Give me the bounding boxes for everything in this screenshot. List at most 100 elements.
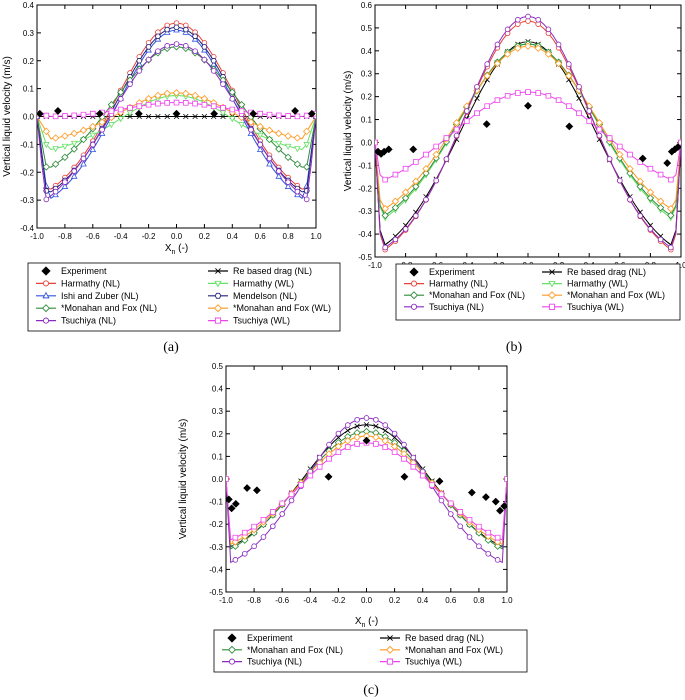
- series-point-tsuchiya_nl: [402, 226, 409, 232]
- y-tick-label: -0.3: [20, 196, 34, 205]
- series-point-monahan_fox_wl: [237, 113, 246, 122]
- series-point-re_based: [474, 95, 480, 102]
- legend-label: Tsuchiya (NL): [429, 302, 484, 312]
- series-point-tsuchiya_wl: [401, 456, 407, 462]
- series-point-tsuchiya_nl: [535, 16, 542, 23]
- series-point-tsuchiya_nl: [99, 126, 105, 133]
- series-point-tsuchiya_nl: [373, 417, 379, 423]
- experiment-point: [231, 499, 240, 508]
- series-point-tsuchiya_nl: [303, 196, 310, 203]
- y-tick-label: -0.2: [209, 520, 223, 529]
- x-tick-label: 0.6: [445, 596, 457, 605]
- legend-marker-tsuchiya_wl: [214, 317, 222, 324]
- legend-label: Ishi and Zuber (NL): [61, 291, 139, 301]
- series-point-tsuchiya_nl: [89, 141, 96, 148]
- series-point-ishi_zuber_nl: [89, 145, 97, 153]
- series-line-monahan_fox_nl: [375, 43, 681, 217]
- series-point-tsuchiya_nl: [173, 41, 180, 47]
- series-point-tsuchiya_wl: [466, 516, 473, 523]
- y-tick-label: -0.4: [209, 565, 223, 574]
- series-point-tsuchiya_nl: [344, 422, 351, 428]
- series-point-tsuchiya_wl: [627, 151, 633, 158]
- series-point-ishi_zuber_nl: [80, 160, 87, 167]
- series-point-monahan_fox_nl: [293, 160, 302, 168]
- legend-marker-monahan_fox_wl: [213, 304, 223, 313]
- series-point-tsuchiya_nl: [294, 188, 301, 195]
- series-point-mendelson_nl: [182, 26, 189, 33]
- x-tick-label: -0.2: [142, 232, 156, 241]
- series-point-tsuchiya_nl: [43, 196, 50, 203]
- series-point-monahan_fox_wl: [70, 129, 78, 138]
- series-point-tsuchiya_nl: [241, 551, 248, 557]
- legend-marker-harmathy_nl: [42, 280, 50, 287]
- series-point-tsuchiya_nl: [62, 179, 68, 185]
- chart-1: -0.4 -0.3 -0.2 -0.1 0.0 0.1 0.2 0.3 0.4 -1.0 -0.8 -…: [2, 1, 341, 355]
- series-point-tsuchiya_nl: [270, 523, 276, 530]
- chart-3: -0.5 -0.4 -0.3 -0.2 -0.1 0.0 0.1 0.2 0.3 0.4 0.5 -1…: [178, 362, 528, 698]
- series-point-tsuchiya_wl: [344, 444, 351, 450]
- series-point-monahan_fox_wl: [432, 150, 440, 159]
- series-point-tsuchiya_nl: [266, 155, 273, 162]
- series-point-tsuchiya_nl: [596, 132, 603, 139]
- series-point-tsuchiya_nl: [463, 108, 470, 114]
- y-tick-label: -0.2: [358, 184, 372, 193]
- legend-marker-tsuchiya_nl: [228, 658, 236, 665]
- series-point-monahan_fox_nl: [231, 542, 240, 550]
- experiment-point: [384, 145, 393, 154]
- y-tick-label: 0.2: [361, 93, 373, 102]
- series-point-tsuchiya_wl: [391, 449, 398, 455]
- series-point-harmathy_wl: [61, 143, 69, 150]
- series-point-tsuchiya_nl: [637, 212, 644, 219]
- legend-label: Mendelson (NL): [233, 291, 297, 301]
- x-tick-label: 0.6: [255, 232, 267, 241]
- series-point-tsuchiya_wl: [316, 463, 323, 470]
- legend-label: *Monahan and Fox (NL): [247, 645, 343, 655]
- series-point-tsuchiya_wl: [303, 112, 310, 119]
- series-point-tsuchiya_nl: [52, 188, 59, 195]
- series-point-mendelson_nl: [201, 44, 208, 50]
- series-point-tsuchiya_wl: [606, 135, 613, 141]
- y-tick-label: 0.2: [23, 57, 35, 66]
- series-point-monahan_fox_wl: [372, 433, 380, 441]
- series-point-monahan_fox_wl: [191, 91, 199, 100]
- series-point-re_based: [201, 113, 208, 120]
- series-point-harmathy_wl: [117, 116, 125, 123]
- series-point-ishi_zuber_nl: [145, 46, 152, 53]
- series-point-monahan_fox_wl: [636, 177, 644, 186]
- series-point-tsuchiya_wl: [183, 100, 189, 106]
- series-point-harmathy_wl: [294, 146, 301, 153]
- series-point-tsuchiya_wl: [402, 165, 409, 172]
- series-point-ishi_zuber_nl: [70, 172, 78, 179]
- series-point-monahan_fox_wl: [554, 59, 563, 68]
- series-point-tsuchiya_nl: [667, 244, 674, 251]
- series-point-tsuchiya_wl: [294, 113, 301, 120]
- series-point-monahan_fox_nl: [79, 135, 88, 144]
- legend-marker-monahan_fox_nl: [227, 645, 237, 654]
- experiment-point: [227, 504, 236, 513]
- series-point-monahan_fox_wl: [493, 538, 502, 546]
- series-point-tsuchiya_nl: [257, 141, 264, 148]
- legend-label: Harmathy (NL): [61, 278, 120, 288]
- series-point-tsuchiya_nl: [433, 177, 440, 184]
- series-point-monahan_fox_nl: [667, 211, 675, 220]
- series-point-monahan_fox_wl: [303, 127, 311, 136]
- series-point-mendelson_nl: [210, 58, 217, 64]
- legend-label: Experiment: [61, 266, 107, 276]
- series-point-tsuchiya_wl: [443, 135, 450, 141]
- series-point-mendelson_nl: [145, 44, 152, 50]
- experiment-point: [210, 109, 219, 118]
- experiment-point: [362, 436, 371, 445]
- x-tick-label: 0.8: [283, 232, 295, 241]
- series-point-tsuchiya_wl: [476, 523, 482, 530]
- series-point-tsuchiya_wl: [448, 500, 454, 507]
- series-point-tsuchiya_wl: [373, 441, 379, 447]
- series-point-harmathy_wl: [70, 140, 78, 147]
- series-point-monahan_fox_nl: [656, 203, 665, 212]
- legend-label: Tsuchiya (NL): [61, 316, 116, 326]
- y-tick-label: 0.1: [23, 85, 35, 94]
- series-point-monahan_fox_wl: [381, 437, 389, 445]
- series-point-monahan_fox_wl: [163, 89, 171, 98]
- series-point-harmathy_wl: [303, 142, 311, 149]
- series-point-monahan_fox_wl: [503, 50, 512, 58]
- y-tick-label: -0.1: [358, 161, 372, 170]
